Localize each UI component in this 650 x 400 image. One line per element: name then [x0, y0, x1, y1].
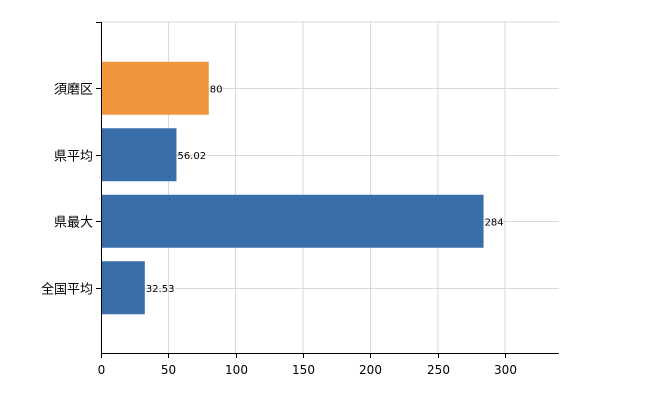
- category-label-0: 須磨区: [54, 83, 93, 98]
- x-tick-label-50: 50: [161, 363, 176, 377]
- x-tick-label-150: 150: [292, 363, 315, 377]
- axis-layer: [96, 22, 559, 358]
- x-tick-label-0: 0: [98, 363, 106, 377]
- category-label-2: 県最大: [54, 216, 93, 231]
- bar-0: [101, 61, 209, 115]
- data-label-0: 80: [210, 84, 223, 95]
- data-label-2: 284: [485, 217, 504, 228]
- data-label-3: 32.53: [146, 284, 175, 295]
- bar-1: [101, 128, 177, 182]
- bar-3: [101, 261, 145, 315]
- x-tick-label-250: 250: [427, 363, 450, 377]
- category-label-3: 全国平均: [41, 282, 93, 298]
- x-tick-label-100: 100: [225, 363, 248, 377]
- data-label-1: 56.02: [177, 151, 206, 162]
- category-label-1: 県平均: [54, 150, 93, 165]
- x-tick-label-300: 300: [494, 363, 517, 377]
- x-tick-label-200: 200: [359, 363, 382, 377]
- bar-2: [101, 194, 484, 248]
- bar-layer: [101, 61, 484, 315]
